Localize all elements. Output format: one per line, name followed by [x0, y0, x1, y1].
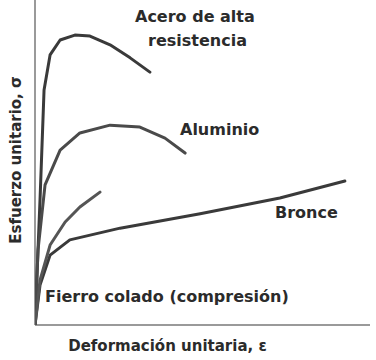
series-label: Bronce [275, 203, 338, 222]
series-line [35, 35, 150, 325]
series-label: Fierro colado (compresión) [45, 287, 289, 306]
series-label: Acero de altaresistencia [135, 7, 255, 50]
x-axis-label: Deformación unitaria, ε [68, 337, 267, 355]
plot-area [35, 35, 345, 325]
y-axis-label: Esfuerzo unitario, σ [7, 76, 25, 243]
series-line [35, 181, 345, 325]
series-label: Aluminio [180, 120, 259, 139]
chart: Acero de altaresistencia Aluminio Bronce Fi… [0, 0, 376, 360]
x-axis [35, 324, 370, 326]
